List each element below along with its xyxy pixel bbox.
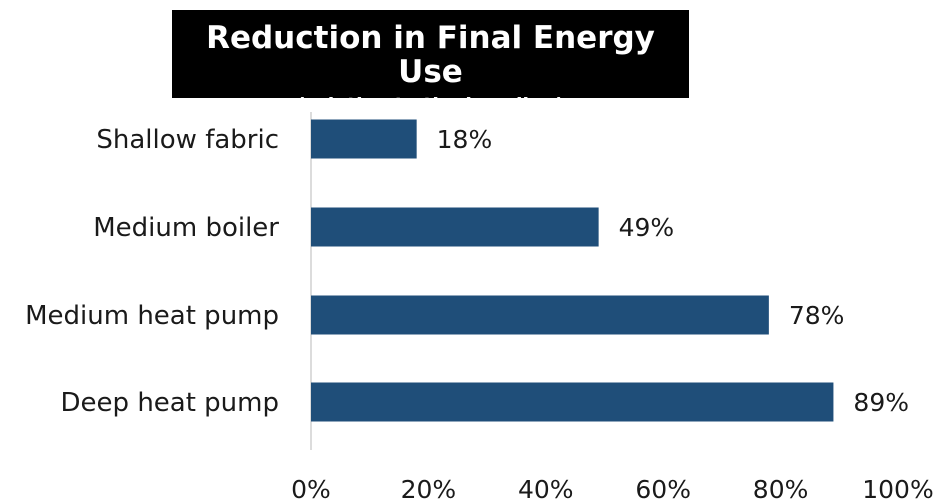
bar-shallow-fabric bbox=[311, 119, 417, 159]
category-label-shallow-fabric: Shallow fabric bbox=[96, 125, 279, 155]
category-label-medium-heat-pump: Medium heat pump bbox=[25, 301, 279, 331]
ticks-layer: 0% 20% 40% 60% 80% 100% bbox=[291, 475, 934, 501]
bars-layer bbox=[311, 119, 834, 422]
data-label-shallow-fabric: 18% bbox=[437, 125, 493, 154]
x-tick-label-0: 0% bbox=[291, 475, 331, 501]
chart-subtitle: (relative to the baseline) bbox=[296, 94, 565, 116]
labels-layer: Shallow fabric 18% Medium boiler 49% Medium … bbox=[25, 125, 909, 418]
x-tick-label-20: 20% bbox=[401, 475, 457, 501]
bar-medium-heat-pump bbox=[311, 295, 769, 335]
x-tick-label-80: 80% bbox=[753, 475, 809, 501]
x-tick-label-60: 60% bbox=[635, 475, 691, 501]
bar-deep-heat-pump bbox=[311, 382, 834, 422]
category-label-medium-boiler: Medium boiler bbox=[93, 213, 279, 243]
data-label-medium-boiler: 49% bbox=[619, 213, 675, 242]
data-label-medium-heat-pump: 78% bbox=[789, 301, 845, 330]
bar-medium-boiler bbox=[311, 207, 599, 247]
chart-title-box: Reduction in Final Energy Use (relative … bbox=[172, 10, 689, 116]
data-label-deep-heat-pump: 89% bbox=[853, 388, 909, 417]
chart-title: Reduction in Final Energy Use bbox=[206, 20, 655, 90]
x-tick-label-40: 40% bbox=[518, 475, 574, 501]
category-label-deep-heat-pump: Deep heat pump bbox=[61, 388, 279, 418]
x-tick-label-100: 100% bbox=[862, 475, 933, 501]
